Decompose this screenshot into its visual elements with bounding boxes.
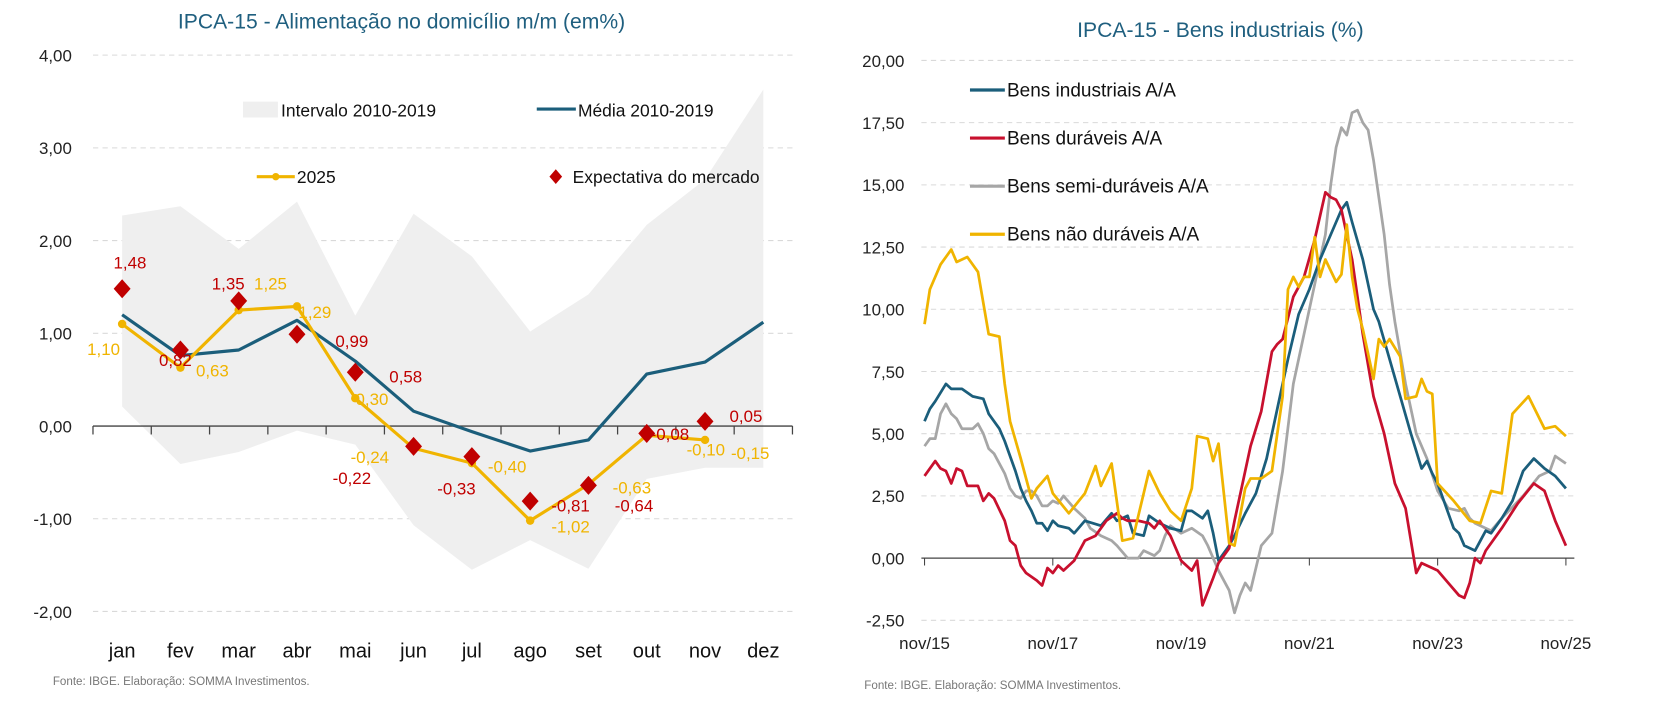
expectativa-point [346,362,364,382]
y-tick-label: 0,00 [39,417,72,436]
y-tick-label: 20,00 [862,52,904,71]
point-2025 [351,393,360,403]
x-tick-label: ago [513,640,546,662]
x-tick-label: nov/15 [899,634,950,653]
data-label-expectativa: 0,82 [159,351,192,370]
x-tick-label: jun [399,640,427,662]
data-label-expectativa: -0,81 [551,497,590,516]
expectativa-point [463,447,481,467]
point-2025 [176,363,185,372]
data-label-expectativa: -0,08 [651,425,690,444]
expectativa-point [405,436,423,456]
x-tick-label: set [575,640,602,662]
y-tick-label: 4,00 [39,46,72,65]
x-tick-label: nov/25 [1541,634,1592,653]
expectativa-point [696,411,714,431]
legend-label: Bens industriais A/A [1007,80,1176,101]
x-tick-label: nov [689,640,721,662]
point-2025 [117,319,127,329]
x-tick-label: abr [282,640,311,662]
y-tick-label: -1,00 [33,510,72,529]
y-tick-label: 3,00 [39,139,72,158]
series-line-0 [923,200,1567,562]
x-tick-label: nov/19 [1156,634,1207,653]
point-2025 [525,516,535,525]
left-source-note: Fonte: IBGE. Elaboração: SOMMA Investime… [53,675,310,688]
data-label-2025: 1,29 [298,303,331,322]
series-line-1 [923,190,1568,607]
data-label-expectativa: 0,99 [335,332,368,351]
media-line [121,313,765,453]
legend-label: Bens não duráveis A/A [1007,225,1200,246]
data-label-expectativa: 1,35 [212,275,245,294]
y-tick-label: 15,00 [862,176,904,195]
legend-label-media: Média 2010-2019 [578,100,714,120]
legend-marker-2025 [272,172,280,181]
interval-band [122,89,764,570]
data-label-expectativa: 1,48 [114,254,147,273]
x-tick-label: nov/17 [1027,634,1078,653]
x-tick-label: jan [108,640,136,662]
y-tick-label: 2,50 [872,487,905,506]
left-chart: IPCA-15 - Alimentação no domicílio m/m (… [33,11,794,688]
data-label-2025: 1,10 [87,340,120,359]
legend-marker-expectativa [549,169,563,185]
data-label-expectativa: -0,64 [615,497,654,516]
data-label-2025: -1,02 [551,518,590,537]
data-label-expectativa: -0,22 [333,469,372,488]
y-tick-label: 7,50 [872,363,905,382]
x-tick-label: nov/21 [1284,634,1335,653]
expectativa-point [288,324,306,344]
legend-label: Bens duráveis A/A [1007,128,1163,149]
right-source-note: Fonte: IBGE. Elaboração: SOMMA Investime… [864,679,1121,692]
data-label-2025: -0,24 [351,448,390,467]
expectativa-point [113,279,131,299]
y-tick-label: 5,00 [872,425,905,444]
x-tick-label: mar [221,640,256,662]
x-tick-label: nov/23 [1412,634,1463,653]
right-chart-title: IPCA-15 - Bens industriais (%) [1077,19,1363,42]
legend-label: Bens semi-duráveis A/A [1007,177,1209,198]
y-tick-label: 17,50 [862,114,904,133]
point-2025 [292,302,302,311]
data-label-expectativa: 0,58 [389,368,422,387]
data-label-2025: 0,63 [196,361,229,380]
data-label-expectativa: 0,05 [730,407,763,426]
data-label-2025: -0,15 [731,444,769,463]
data-label-2025: -0,63 [613,479,652,498]
right-chart: IPCA-15 - Bens industriais (%) 20,00 17,5… [862,19,1591,692]
y-tick-label: 1,00 [39,325,72,344]
left-legend: Intervalo 2010-2019 Média 2010-2019 2025… [243,100,760,187]
left-chart-title: IPCA-15 - Alimentação no domicílio m/m (… [178,11,625,34]
y-tick-label: -2,00 [33,603,72,622]
x-tick-label: jul [461,640,482,662]
point-2025 [700,435,710,445]
y-tick-label: -2,50 [866,612,904,631]
series-line-3 [923,223,1567,548]
y-tick-label: 0,00 [872,549,905,568]
data-label-2025: -0,40 [488,458,527,477]
right-legend: Bens industriais A/A Bens duráveis A/A Ben… [969,80,1209,246]
data-label-2025: 1,25 [254,275,287,294]
data-label-2025: 0,30 [355,390,388,409]
series-line-2 [923,108,1567,615]
legend-label-2025: 2025 [297,167,336,187]
data-label-2025: -0,10 [687,441,725,460]
data-label-expectativa: -0,33 [437,480,476,499]
y-tick-label: 2,00 [39,232,72,251]
legend-label-expectativa: Expectativa do mercado [573,167,760,187]
x-tick-label: dez [747,640,779,662]
x-tick-label: fev [167,640,194,662]
x-tick-label: mai [339,640,371,662]
x-tick-label: out [633,640,661,662]
y-tick-label: 12,50 [862,238,904,257]
legend-swatch-interval [243,101,278,118]
y-tick-label: 10,00 [862,301,904,320]
legend-label-interval: Intervalo 2010-2019 [281,100,436,120]
